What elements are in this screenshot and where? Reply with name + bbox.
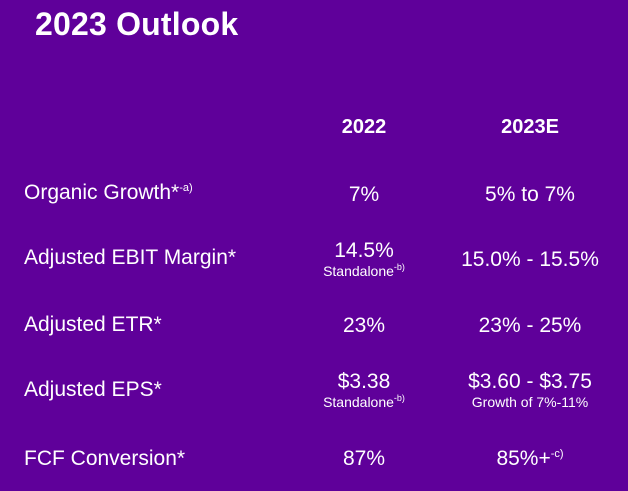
value-2022-organic-growth: 7% [348,183,380,206]
value-subtext: Standalone-b) [323,262,405,279]
value-2022-adjusted-ebit-margin: 14.5% Standalone-b) [294,239,434,281]
column-header-2023e: 2023E [501,116,559,138]
value-subtext: Standalone-b) [323,393,405,410]
slide-title: 2023 Outlook [35,6,239,42]
value-2023e-organic-growth: 5% to 7% [485,183,575,206]
footnote-marker: -c) [550,448,564,460]
row-label-adjusted-ebit-margin: Adjusted EBIT Margin* [24,246,237,269]
footnote-marker: -b) [393,262,405,272]
value-2023e-adjusted-eps: $3.60 - $3.75 Growth of 7%-11% [450,370,610,410]
value-2023e-adjusted-etr: 23% - 25% [478,314,582,337]
value-2022-adjusted-eps: $3.38 Standalone-b) [294,370,434,412]
footnote-marker: -a) [179,182,193,194]
value-2023e-fcf-conversion: 85%+-c) [496,447,564,470]
value-subtext: Growth of 7%-11% [471,394,589,410]
value-2023e-adjusted-ebit-margin: 15.0% - 15.5% [461,248,599,271]
footnote-marker: -b) [393,393,405,403]
value-2022-adjusted-etr: 23% [342,314,386,337]
column-header-2022: 2022 [341,116,387,138]
row-label-adjusted-etr: Adjusted ETR* [24,313,162,336]
row-label-adjusted-eps: Adjusted EPS* [24,378,162,401]
row-label-organic-growth: Organic Growth*-a) [24,181,193,204]
value-2022-fcf-conversion: 87% [342,447,386,470]
row-label-fcf-conversion: FCF Conversion* [24,447,186,470]
